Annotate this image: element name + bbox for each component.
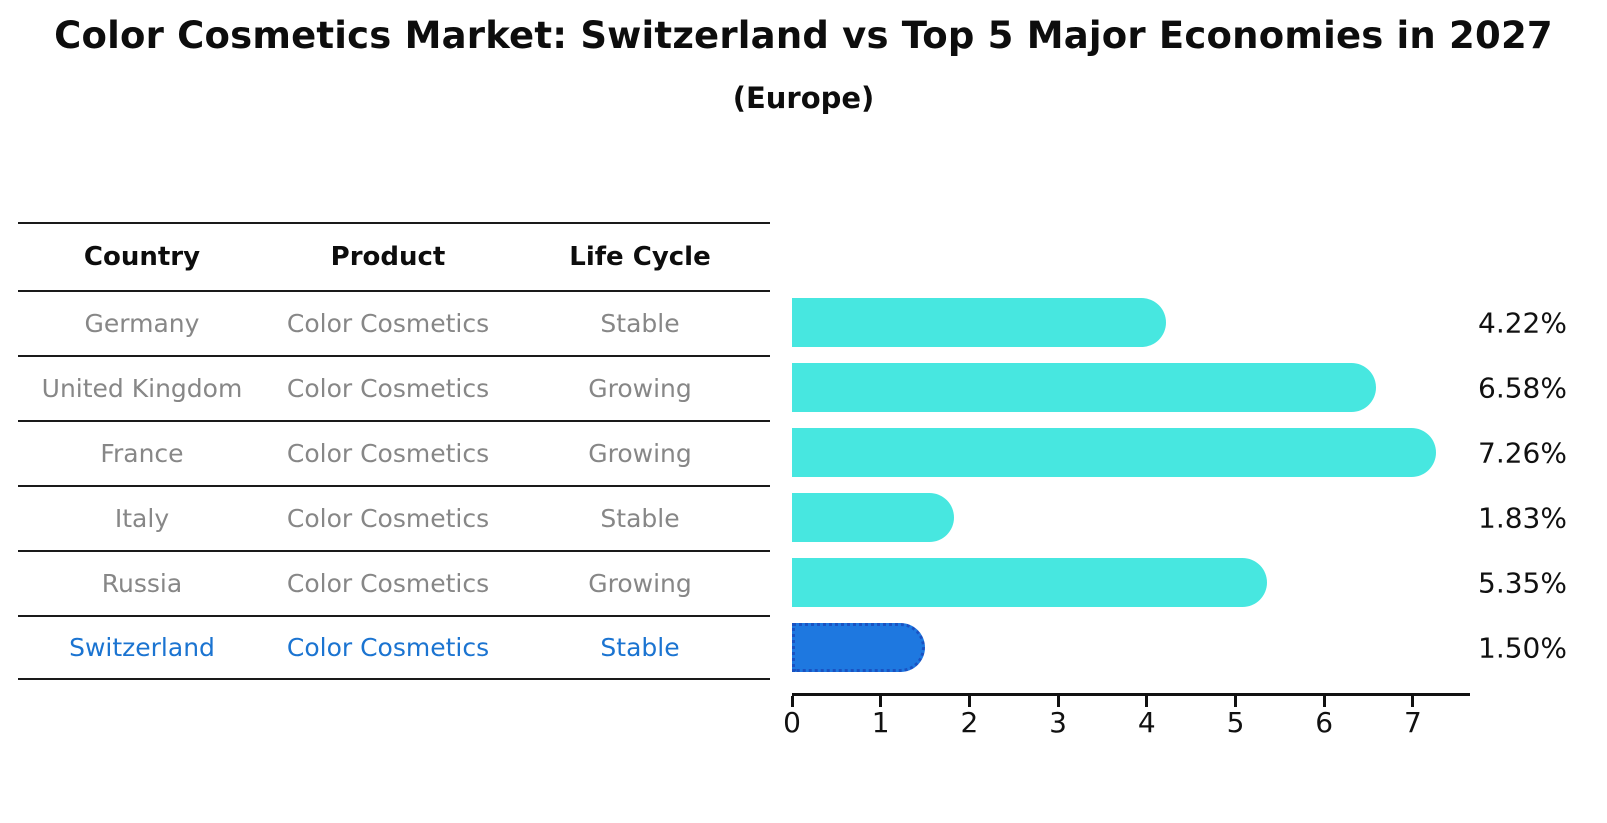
x-axis-tick-label: 7: [1403, 706, 1422, 739]
table-header-row: Country Product Life Cycle: [18, 222, 770, 290]
product-cell: Color Cosmetics: [286, 569, 490, 598]
bar-switzerland-highlighted: [792, 623, 926, 672]
x-axis-tick-label: 5: [1226, 706, 1245, 739]
column-header-product: Product: [330, 242, 446, 272]
x-axis-tick-label: 1: [871, 706, 890, 739]
x-axis-tick: [1145, 696, 1149, 707]
bar-united-kingdom: [792, 363, 1376, 412]
table-row-italy: Italy Color Cosmetics Stable: [18, 485, 770, 550]
x-axis-tick: [1322, 696, 1326, 707]
table-row-switzerland-highlighted: Switzerland Color Cosmetics Stable: [18, 615, 770, 680]
country-cell: Italy: [114, 504, 170, 533]
x-axis-tick: [1056, 696, 1060, 707]
x-axis-tick-label: 3: [1049, 706, 1068, 739]
bar-france: [792, 428, 1436, 477]
country-cell: Germany: [84, 309, 200, 338]
x-axis-tick-label: 2: [960, 706, 979, 739]
bar-value-label: 1.50%: [1478, 631, 1567, 664]
product-cell: Color Cosmetics: [286, 374, 490, 403]
life-cycle-cell: Growing: [588, 439, 692, 468]
country-cell: Switzerland: [69, 633, 215, 662]
country-cell: France: [100, 439, 184, 468]
table-row-germany: Germany Color Cosmetics Stable: [18, 290, 770, 355]
life-cycle-cell: Stable: [600, 633, 680, 662]
country-info-table: Country Product Life Cycle Germany Color…: [18, 222, 770, 680]
life-cycle-cell: Growing: [588, 569, 692, 598]
product-cell: Color Cosmetics: [286, 504, 490, 533]
chart-title: Color Cosmetics Market: Switzerland vs T…: [54, 14, 1553, 57]
table-row-united-kingdom: United Kingdom Color Cosmetics Growing: [18, 355, 770, 420]
x-axis-tick: [1234, 696, 1237, 707]
column-header-country: Country: [83, 242, 201, 272]
bar-value-label: 1.83%: [1478, 501, 1567, 534]
life-cycle-cell: Growing: [588, 374, 692, 403]
product-cell: Color Cosmetics: [286, 633, 490, 662]
product-cell: Color Cosmetics: [286, 439, 490, 468]
country-cell: United Kingdom: [41, 374, 243, 403]
x-axis-tick: [967, 696, 971, 707]
x-axis-tick-label: 6: [1315, 706, 1334, 739]
bar-value-label: 7.26%: [1478, 436, 1567, 469]
life-cycle-cell: Stable: [600, 504, 680, 533]
column-header-life-cycle: Life Cycle: [569, 242, 711, 272]
life-cycle-cell: Stable: [600, 309, 680, 338]
table-row-france: France Color Cosmetics Growing: [18, 420, 770, 485]
x-axis-tick-label: 0: [783, 706, 801, 739]
x-axis-line: [792, 693, 1470, 696]
x-axis-tick: [790, 696, 794, 707]
bar-value-label: 6.58%: [1478, 371, 1567, 404]
product-cell: Color Cosmetics: [286, 309, 490, 338]
bar-value-label: 4.22%: [1478, 306, 1567, 339]
country-cell: Russia: [101, 569, 183, 598]
table-row-russia: Russia Color Cosmetics Growing: [18, 550, 770, 615]
bar-germany: [792, 298, 1167, 347]
bar-italy: [792, 493, 955, 542]
x-axis-tick-label: 4: [1137, 706, 1156, 739]
chart-subtitle: (Europe): [732, 81, 875, 115]
bar-russia: [792, 558, 1267, 607]
x-axis-tick: [1411, 696, 1415, 707]
bar-value-label: 5.35%: [1478, 566, 1567, 599]
x-axis-tick: [879, 696, 883, 707]
